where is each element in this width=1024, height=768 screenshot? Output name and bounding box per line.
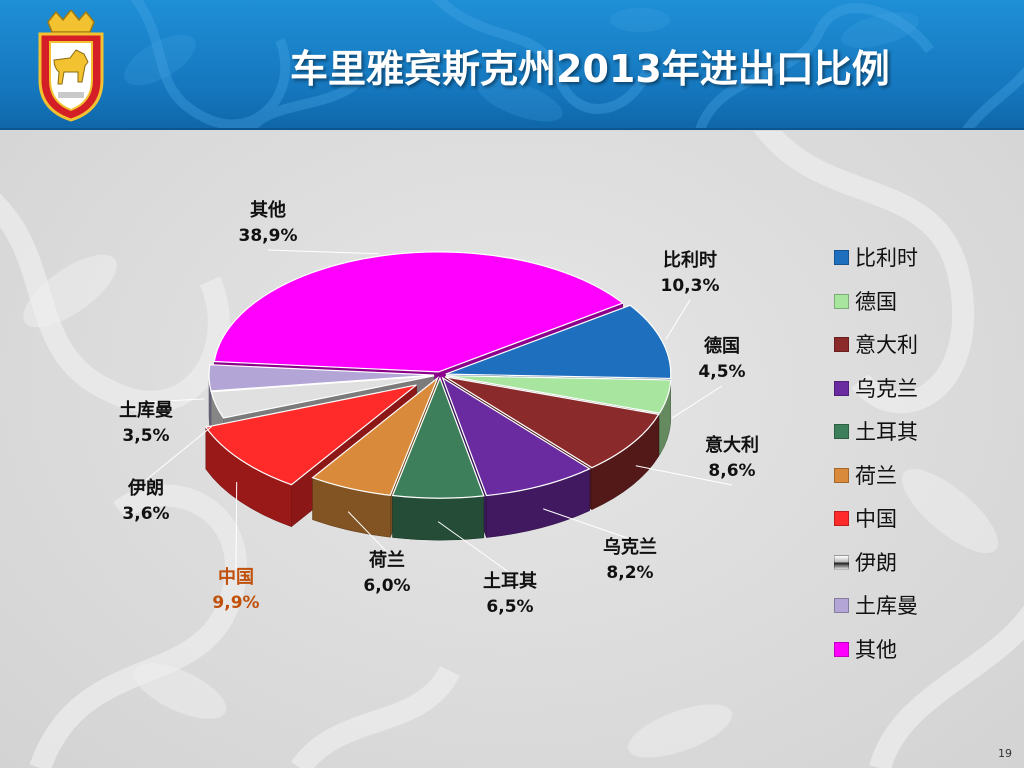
data-label-category-belgium: 比利时 — [663, 249, 717, 271]
data-label-value-turkmenistan: 3,5% — [122, 426, 169, 446]
legend-swatch-italy — [834, 337, 849, 352]
legend-item-turkey: 土耳其 — [834, 414, 1014, 458]
legend-label-belgium: 比利时 — [855, 246, 918, 270]
legend-swatch-turkmenistan — [834, 598, 849, 613]
coat-of-arms-emblem — [38, 10, 104, 122]
legend-label-netherlands: 荷兰 — [855, 463, 897, 488]
legend-item-italy: 意大利 — [834, 327, 1014, 371]
legend-label-germany: 德国 — [855, 289, 897, 314]
data-label-value-netherlands: 6,0% — [363, 576, 410, 596]
leader-line-china — [235, 482, 238, 570]
legend-swatch-belgium — [834, 250, 849, 265]
leader-line-iran — [145, 426, 212, 481]
legend-swatch-china — [834, 511, 849, 526]
legend-swatch-netherlands — [834, 467, 849, 483]
data-label-category-ukraine: 乌克兰 — [603, 536, 657, 558]
data-label-category-germany: 德国 — [704, 335, 740, 357]
leader-line-italy — [635, 465, 733, 486]
legend-swatch-germany — [834, 293, 849, 309]
data-label-value-germany: 4,5% — [698, 362, 745, 382]
page-title: 车里雅宾斯克州2013年进出口比例 — [290, 47, 890, 91]
data-label-value-ukraine: 8,2% — [606, 563, 653, 583]
legend-label-other: 其他 — [855, 637, 897, 662]
legend-item-other: 其他 — [834, 632, 1014, 676]
data-label-category-other: 其他 — [250, 199, 286, 221]
legend-swatch-other — [834, 641, 849, 657]
data-label-category-italy: 意大利 — [705, 434, 759, 456]
chart-legend: 比利时 德国 意大利 乌克兰 土耳其 荷兰 中国 伊朗 — [834, 240, 1014, 675]
legend-item-china: 中国 — [834, 501, 1014, 545]
data-label-value-china: 9,9% — [212, 593, 259, 613]
data-label-value-belgium: 10,3% — [661, 276, 720, 296]
leader-line-netherlands — [347, 511, 388, 553]
leader-line-turkmenistan — [145, 398, 205, 403]
header-divider — [0, 128, 1024, 130]
pie-slice-turkey — [391, 376, 485, 541]
header-banner: 车里雅宾斯克州2013年进出口比例 — [0, 0, 1024, 130]
legend-label-turkmenistan: 土库曼 — [855, 594, 918, 618]
legend-item-turkmenistan: 土库曼 — [834, 588, 1014, 632]
leader-line-turkey — [437, 521, 511, 574]
background-ornament — [0, 131, 1024, 768]
legend-swatch-ukraine — [834, 380, 849, 396]
legend-label-italy: 意大利 — [855, 333, 918, 357]
legend-item-belgium: 比利时 — [834, 240, 1014, 284]
leader-line-belgium — [665, 299, 691, 340]
legend-item-ukraine: 乌克兰 — [834, 371, 1014, 415]
legend-item-iran: 伊朗 — [834, 545, 1014, 589]
leader-line-ukraine — [543, 508, 631, 540]
data-label-category-iran: 伊朗 — [127, 477, 164, 499]
legend-item-germany: 德国 — [834, 284, 1014, 328]
data-label-value-iran: 3,6% — [122, 504, 169, 524]
legend-label-iran: 伊朗 — [855, 550, 897, 575]
leader-line-other — [267, 249, 379, 255]
legend-label-china: 中国 — [855, 507, 897, 531]
leader-line-germany — [671, 385, 723, 419]
legend-label-turkey: 土耳其 — [855, 420, 918, 444]
legend-swatch-turkey — [834, 424, 849, 439]
data-label-category-turkmenistan: 土库曼 — [119, 399, 173, 421]
legend-item-netherlands: 荷兰 — [834, 458, 1014, 502]
data-label-category-netherlands: 荷兰 — [369, 549, 405, 571]
legend-swatch-iran — [834, 554, 849, 570]
legend-label-ukraine: 乌克兰 — [855, 376, 918, 401]
data-label-category-china: 中国 — [218, 566, 254, 588]
data-label-value-italy: 8,6% — [708, 461, 755, 481]
header-ornament — [124, 0, 1024, 130]
data-label-value-turkey: 6,5% — [486, 597, 533, 617]
page-number: 19 — [998, 747, 1012, 760]
data-label-value-other: 38,9% — [239, 226, 298, 246]
data-label-category-turkey: 土耳其 — [483, 571, 537, 592]
